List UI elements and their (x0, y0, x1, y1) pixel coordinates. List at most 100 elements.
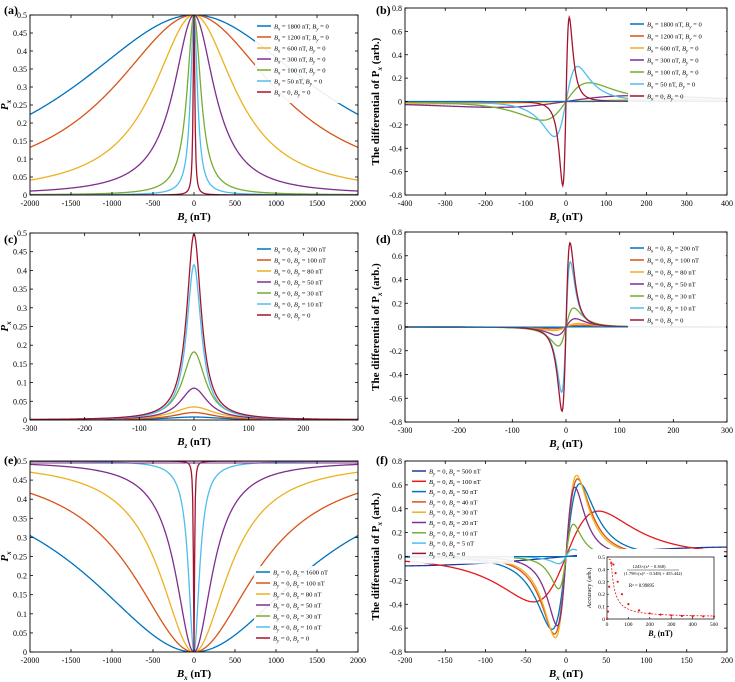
legend-entry-d-5: Bx = 0, By = 30 nT (647, 294, 696, 303)
x-tick-label-b-7: 300 (681, 199, 693, 208)
x-tick-label-f-7: 150 (681, 656, 693, 665)
y-tick-label-d-7: 0.6 (392, 252, 402, 261)
x-tick-label-d-3: 0 (564, 426, 568, 435)
x-tick-label-d-4: 100 (614, 426, 626, 435)
x-axis-label-f: Bx (nT) (548, 668, 584, 682)
x-tick-label-e-8: 2000 (350, 656, 366, 665)
legend-d: Bx = 0, By = 200 nT Bx = 0, By = 100 nT Bx… (628, 242, 726, 332)
legend-entry-e-5: By = 0, Bz = 30 nT (273, 614, 321, 623)
inset-point-15 (702, 615, 705, 618)
panel-label-b: (b) (376, 3, 391, 17)
x-tick-label-b-3: -100 (518, 199, 533, 208)
x-tick-label-d-5: 200 (667, 426, 679, 435)
inset-point-12 (670, 614, 673, 617)
x-tick-label-b-1: -300 (438, 199, 453, 208)
y-tick-label-e-10: 0.5 (17, 457, 27, 466)
y-tick-label-a-2: 0.1 (17, 155, 27, 164)
legend-entry-e-1: By = 0, Bz = 1600 nT (273, 570, 328, 579)
legend-entry-a-2: Bx = 1200 nT, By = 0 (274, 35, 330, 44)
inset-point-9 (638, 609, 641, 612)
x-tick-label-a-2: -1000 (103, 199, 122, 208)
legend-entry-e-7: By = 0, Bz = 0 (273, 636, 310, 645)
x-tick-label-c-1: -200 (77, 424, 92, 433)
inset-y-axis-label: Accuracy (arb.) (586, 568, 593, 609)
x-tick-label-f-0: -200 (398, 656, 413, 665)
y-tick-label-e-6: 0.3 (17, 533, 27, 542)
legend-entry-a-6: Bx = 50 nT, By = 0 (274, 79, 323, 88)
y-tick-label-f-1: -0.6 (389, 624, 402, 633)
inset-y-tick-label-5: 0.5 (598, 555, 605, 561)
y-axis-label-b: The differential of Px (arb.) (370, 37, 384, 165)
legend-entry-b-7: Bx = 0, By = 0 (647, 94, 684, 103)
y-tick-label-e-4: 0.2 (17, 572, 27, 581)
legend-entry-d-7: Bx = 0, By = 0 (647, 318, 684, 327)
y-tick-label-b-1: -0.6 (389, 168, 402, 177)
y-tick-label-e-8: 0.4 (17, 495, 27, 504)
y-tick-label-c-3: 0.15 (13, 360, 27, 369)
y-tick-label-c-7: 0.35 (13, 285, 27, 294)
legend-e: By = 0, Bz = 1600 nT By = 0, Bz = 100 nT B… (254, 566, 352, 649)
y-tick-label-b-0: -0.8 (389, 191, 402, 200)
series-line-e-5 (30, 461, 358, 652)
legend-entry-f-4: By = 0, Bz = 40 nT (429, 499, 477, 508)
y-tick-label-e-2: 0.1 (17, 610, 27, 619)
series-line-e-3 (30, 471, 358, 652)
x-tick-label-a-6: 1000 (268, 199, 284, 208)
y-tick-label-a-5: 0.25 (13, 101, 27, 110)
inset-point-5 (614, 572, 617, 575)
series-line-a-5 (30, 15, 358, 195)
x-tick-label-b-5: 100 (600, 199, 612, 208)
x-tick-label-e-6: 1000 (268, 656, 284, 665)
legend-entry-f-7: By = 0, Bz = 10 nT (429, 530, 477, 539)
legend-b: Bx = 1800 nT, By = 0 Bx = 1200 nT, By = 0… (628, 18, 726, 108)
y-tick-label-e-1: 0.05 (13, 629, 27, 638)
x-tick-label-a-3: -500 (146, 199, 161, 208)
y-tick-label-e-0: 0 (23, 648, 27, 657)
inset-x-tick-label-2: 200 (646, 622, 655, 628)
y-tick-label-c-2: 0.1 (17, 379, 27, 388)
y-tick-label-f-8: 0.8 (392, 457, 402, 466)
y-axis-label-d: The differential of Px (arb.) (370, 263, 384, 391)
series-line-a-4 (30, 15, 358, 192)
x-tick-label-b-8: 400 (721, 199, 733, 208)
y-tick-label-b-4: 0 (398, 98, 402, 107)
legend-entry-f-6: By = 0, Bz = 20 nT (429, 520, 477, 529)
legend-entry-f-2: By = 0, Bz = 100 nT (429, 479, 481, 488)
x-tick-label-f-3: -50 (520, 656, 531, 665)
y-tick-label-d-3: -0.2 (389, 347, 402, 356)
inset-point-13 (680, 614, 684, 618)
x-tick-label-f-6: 100 (641, 656, 653, 665)
y-tick-label-c-6: 0.3 (17, 304, 27, 313)
legend-entry-e-3: By = 0, Bz = 80 nT (273, 592, 321, 601)
x-tick-label-e-5: 500 (229, 656, 241, 665)
x-tick-label-b-0: -400 (398, 199, 413, 208)
x-tick-label-f-5: 50 (602, 656, 610, 665)
x-tick-label-f-4: 0 (564, 656, 568, 665)
panel-a: -2000 -1500 -1000 -500 0 500 1000 1500 2000 0 0.05… (0, 3, 366, 225)
x-axis-label-a: Bz (nT) (176, 211, 211, 225)
legend-entry-f-8: By = 0, Bz = 5 nT (429, 541, 474, 550)
y-tick-label-a-0: 0 (23, 191, 27, 200)
legend-entry-e-4: By = 0, Bz = 50 nT (273, 603, 321, 612)
y-tick-label-f-0: -0.8 (389, 648, 402, 657)
y-tick-label-d-5: 0.2 (392, 299, 402, 308)
legend-entry-e-6: By = 0, Bz = 10 nT (273, 625, 321, 634)
inset-x-tick-label-3: 300 (667, 622, 676, 628)
x-tick-label-e-3: -500 (146, 656, 161, 665)
legend-entry-d-4: Bx = 0, By = 50 nT (647, 282, 696, 291)
x-tick-label-b-4: 0 (564, 199, 568, 208)
x-tick-label-d-1: -200 (451, 426, 466, 435)
inset-point-0 (605, 617, 609, 621)
y-tick-label-d-0: -0.8 (389, 418, 402, 427)
x-tick-label-a-1: -1500 (62, 199, 81, 208)
series-line-a-2 (30, 15, 358, 148)
legend-entry-d-1: Bx = 0, By = 200 nT (647, 246, 699, 255)
x-tick-label-e-4: 0 (192, 656, 196, 665)
y-tick-label-e-3: 0.15 (13, 591, 27, 600)
legend-a: Bx = 1800 nT, By = 0 Bx = 1200 nT, By = 0… (255, 20, 351, 103)
inset-y-tick-label-4: 0.4 (598, 567, 605, 573)
x-tick-label-e-7: 1500 (309, 656, 325, 665)
inset-point-7 (620, 593, 624, 596)
x-tick-label-f-2: -100 (478, 656, 493, 665)
